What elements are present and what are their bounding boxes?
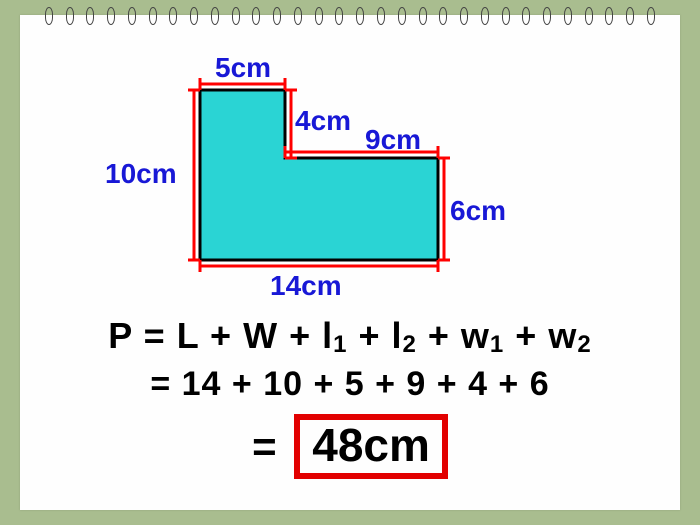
page-content: 5cm 4cm 9cm 10cm 6cm 14cm P = L + W + l1… — [20, 40, 680, 510]
plus: + — [417, 315, 461, 356]
sub2: 2 — [403, 331, 417, 358]
answer-box: 48cm — [294, 414, 448, 479]
dim-notch-w-label: 9cm — [365, 124, 421, 156]
plus: + — [347, 315, 391, 356]
var-P: P — [108, 315, 132, 356]
eq3: = — [252, 423, 288, 470]
spiral-binding — [20, 7, 680, 27]
dim-right-label: 6cm — [450, 195, 506, 227]
dim-left-label: 10cm — [105, 158, 177, 190]
formula-line-1: P = L + W + l1 + l2 + w1 + w2 — [20, 315, 680, 359]
dim-notch-h-label: 4cm — [295, 105, 351, 137]
plus: + — [278, 315, 322, 356]
var-l1: l — [322, 315, 333, 356]
dim-top-label: 5cm — [215, 52, 271, 84]
sub1b: 1 — [490, 331, 504, 358]
var-l2: l — [392, 315, 403, 356]
var-w2: w — [548, 315, 577, 356]
dim-bottom-label: 14cm — [270, 270, 342, 302]
eq: = — [133, 315, 177, 356]
var-W: W — [243, 315, 278, 356]
formula-line-2: = 14 + 10 + 5 + 9 + 4 + 6 — [20, 365, 680, 404]
var-L: L — [177, 315, 199, 356]
var-w1: w — [461, 315, 490, 356]
plus: + — [504, 315, 548, 356]
sub1: 1 — [333, 331, 347, 358]
notebook-page: 5cm 4cm 9cm 10cm 6cm 14cm P = L + W + l1… — [20, 15, 680, 510]
formula-block: P = L + W + l1 + l2 + w1 + w2 = 14 + 10 … — [20, 315, 680, 479]
plus: + — [199, 315, 243, 356]
sub2b: 2 — [577, 331, 591, 358]
diagram-svg — [120, 50, 580, 300]
perimeter-diagram: 5cm 4cm 9cm 10cm 6cm 14cm — [120, 50, 580, 300]
formula-line-3: = 48cm — [20, 414, 680, 479]
